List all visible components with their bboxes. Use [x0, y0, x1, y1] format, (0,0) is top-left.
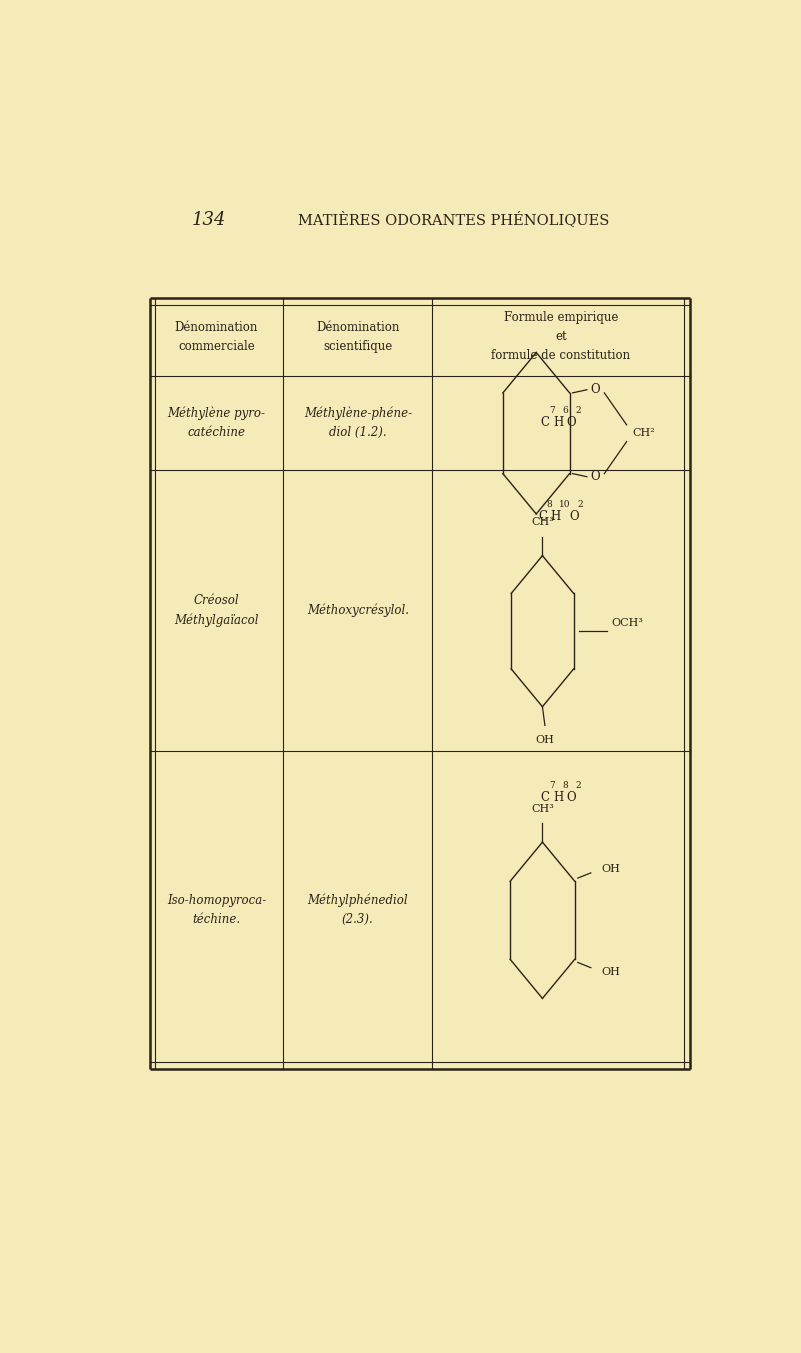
Text: 8: 8 — [562, 781, 568, 790]
Text: H: H — [553, 417, 563, 429]
Text: 2: 2 — [575, 781, 581, 790]
Text: O: O — [591, 383, 601, 396]
Text: H: H — [553, 792, 563, 805]
Text: 7: 7 — [549, 406, 554, 415]
Text: CH²: CH² — [633, 429, 656, 438]
Text: Méthylène-phéne-
diol (1.2).: Méthylène-phéne- diol (1.2). — [304, 406, 412, 440]
Text: 7: 7 — [549, 781, 554, 790]
Text: OH: OH — [602, 967, 620, 977]
Text: OH: OH — [602, 863, 620, 874]
Text: C: C — [541, 417, 549, 429]
Text: Créosol
Méthylgaïacol: Créosol Méthylgaïacol — [175, 594, 259, 626]
Text: Méthylène pyro-
catéchine: Méthylène pyro- catéchine — [167, 406, 265, 440]
Text: Méthylphénediol
(2.3).: Méthylphénediol (2.3). — [308, 893, 408, 925]
Text: O: O — [570, 510, 579, 524]
Text: 134: 134 — [191, 211, 226, 229]
Text: Iso-homopyroca-
téchine.: Iso-homopyroca- téchine. — [167, 894, 266, 925]
Text: Dénomination
scientifique: Dénomination scientifique — [316, 321, 400, 353]
Text: O: O — [566, 417, 576, 429]
Text: Méthoxycrésylol.: Méthoxycrésylol. — [307, 603, 409, 617]
Text: Formule empirique
et
formule de constitution: Formule empirique et formule de constitu… — [492, 311, 630, 363]
Text: OCH³: OCH³ — [611, 618, 643, 628]
Text: MATIÈRES ODORANTES PHÉNOLIQUES: MATIÈRES ODORANTES PHÉNOLIQUES — [298, 211, 610, 227]
Text: H: H — [550, 510, 561, 524]
Text: O: O — [591, 471, 601, 483]
Text: 10: 10 — [559, 499, 570, 509]
Text: C: C — [541, 792, 549, 805]
Text: Dénomination
commerciale: Dénomination commerciale — [175, 321, 258, 353]
Text: 2: 2 — [575, 406, 581, 415]
Text: O: O — [566, 792, 576, 805]
Text: CH³: CH³ — [531, 517, 553, 528]
Text: 2: 2 — [578, 499, 583, 509]
Text: 8: 8 — [546, 499, 552, 509]
Text: CH³: CH³ — [531, 804, 553, 813]
Text: 6: 6 — [562, 406, 568, 415]
Text: C: C — [538, 510, 547, 524]
Text: OH: OH — [536, 735, 554, 746]
